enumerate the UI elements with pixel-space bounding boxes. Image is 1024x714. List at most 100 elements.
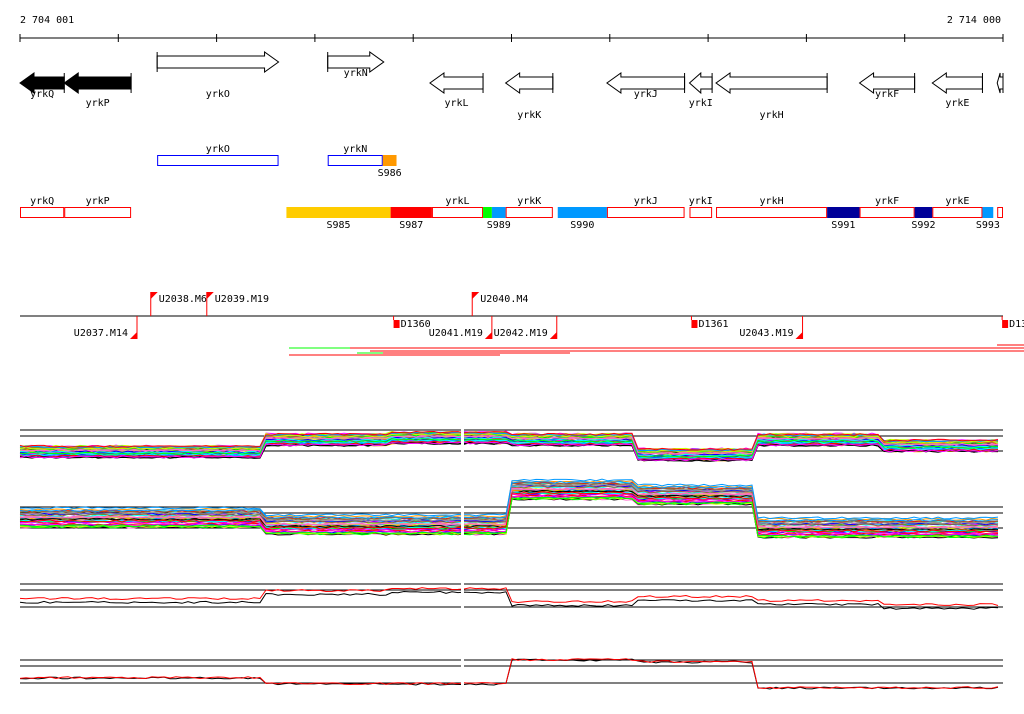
gene-yrkI[interactable]: yrkI: [688, 71, 713, 109]
unit-label: yrkK: [517, 196, 541, 207]
gap-marker: [461, 652, 464, 705]
transcription-unit[interactable]: yrkP: [64, 196, 132, 218]
promoter-feature[interactable]: U2041.M19: [429, 316, 493, 339]
terminator-feature[interactable]: D1361: [690, 316, 729, 330]
expression-panel: [19, 652, 1003, 705]
expression-profile-line: [19, 435, 999, 455]
unit-box: [557, 207, 607, 218]
transcription-unit[interactable]: S989: [487, 207, 511, 232]
flag-icon: [129, 332, 137, 339]
terminator-feature[interactable]: D1360: [393, 316, 431, 330]
unit-label: yrkJ: [634, 196, 658, 207]
unit-box: [286, 207, 391, 218]
expression-profile-line: [19, 487, 999, 529]
promoter-feature[interactable]: U2040.M4: [471, 292, 528, 316]
unit-label: yrkF: [875, 196, 899, 207]
gene-yrkP[interactable]: yrkP: [63, 72, 132, 109]
terminator-icon: [1002, 320, 1009, 328]
transcription-unit[interactable]: yrkF: [859, 196, 915, 218]
transcription-unit[interactable]: S993: [976, 207, 1000, 232]
segment-label: S991: [831, 220, 855, 231]
transcription-unit[interactable]: yrkK: [505, 196, 553, 218]
expression-profile-line: [19, 658, 999, 690]
transcription-unit[interactable]: S986: [378, 155, 402, 180]
gene-arrow-icon: [858, 72, 916, 94]
gene-yrkK[interactable]: yrkK: [504, 72, 554, 121]
unit-box: [390, 207, 432, 218]
transcription-unit[interactable]: S987: [390, 207, 432, 232]
promoter-feature[interactable]: U2043.M19: [739, 316, 804, 339]
expression-profile-line: [19, 441, 999, 462]
segment-label: S985: [326, 220, 350, 231]
expression-panel: [19, 576, 1003, 629]
terminator-feature[interactable]: D13: [1001, 316, 1024, 330]
gap-marker: [461, 422, 464, 473]
unit-box: [431, 207, 484, 218]
transcription-unit[interactable]: yrkN: [327, 144, 383, 166]
gene-partial[interactable]: [996, 72, 1004, 94]
gene-label: yrkI: [689, 98, 713, 109]
reverse-transcription-units: yrkQ yrkP S985 S987 yrkL S989 yrkK S990 yrkJ yrkI…: [20, 196, 1003, 232]
transcription-unit[interactable]: yrkJ: [606, 196, 685, 218]
gene-arrow-icon: [327, 51, 385, 73]
gene-arrow-icon: [688, 71, 713, 95]
feature-label: U2041.M19: [429, 328, 483, 339]
unit-box: [716, 207, 828, 218]
unit-box: [491, 207, 506, 218]
transcription-unit[interactable]: yrkQ: [20, 196, 65, 218]
transcription-unit[interactable]: yrkE: [932, 196, 983, 218]
flag-icon: [549, 332, 557, 339]
expression-tracks: [19, 422, 1003, 705]
transcription-unit[interactable]: yrkL: [431, 196, 484, 218]
gene-track: yrkQ yrkP yrkO yrkN yrkL yrkK yrkJ yrkI yrkH yrkF…: [19, 51, 1004, 121]
unit-box: [982, 207, 994, 218]
unit-box: [997, 207, 1003, 218]
expression-panel: [19, 478, 1003, 550]
promoter-feature[interactable]: U2042.M19: [494, 316, 558, 339]
unit-label: yrkI: [689, 196, 713, 207]
transcription-unit[interactable]: yrkO: [157, 144, 279, 166]
gene-yrkN[interactable]: yrkN: [327, 51, 385, 79]
regulatory-features-track: U2038.M6 U2039.M19 U2040.M4U2037.M14D1360U…: [20, 292, 1024, 356]
gene-yrkL[interactable]: yrkL: [429, 72, 484, 109]
promoter-feature[interactable]: U2039.M19: [206, 292, 269, 316]
gene-yrkH[interactable]: yrkH: [715, 72, 828, 121]
gene-arrow-icon: [606, 72, 686, 94]
unit-label: yrkQ: [30, 196, 54, 207]
transcription-unit[interactable]: [997, 207, 1003, 218]
forward-transcription-units: yrkO yrkN S986: [157, 144, 402, 180]
unit-label: yrkO: [206, 144, 230, 155]
unit-label: yrkN: [343, 144, 367, 155]
transcription-unit[interactable]: S991: [827, 207, 860, 232]
unit-box: [20, 207, 65, 218]
promoter-feature[interactable]: U2038.M6: [150, 292, 207, 316]
transcription-unit[interactable]: S992: [911, 207, 936, 232]
gene-yrkQ[interactable]: yrkQ: [19, 72, 65, 100]
gene-yrkJ[interactable]: yrkJ: [606, 72, 686, 100]
gene-label: yrkF: [875, 89, 899, 100]
flag-icon: [484, 332, 492, 339]
transcription-unit[interactable]: S985: [286, 207, 391, 232]
gene-yrkO[interactable]: yrkO: [156, 51, 280, 100]
gene-yrkE[interactable]: yrkE: [931, 72, 983, 109]
feature-label: U2038.M6: [159, 294, 207, 305]
transcription-unit[interactable]: S990: [557, 207, 607, 232]
unit-box: [505, 207, 553, 218]
gene-yrkF[interactable]: yrkF: [858, 72, 916, 100]
ruler-start-label: 2 704 001: [20, 15, 74, 26]
gene-arrow-icon: [63, 72, 132, 94]
transcription-unit[interactable]: yrkI: [689, 196, 713, 218]
promoter-feature[interactable]: U2037.M14: [74, 316, 138, 339]
expression-profile-line: [19, 430, 999, 451]
gene-arrow-icon: [156, 51, 280, 73]
feature-label: U2040.M4: [480, 294, 528, 305]
ruler-end-label: 2 714 000: [947, 15, 1001, 26]
transcription-unit[interactable]: yrkH: [716, 196, 828, 218]
transcription-unit[interactable]: [483, 207, 492, 218]
unit-label: yrkL: [445, 196, 469, 207]
gene-label: yrkQ: [30, 89, 54, 100]
expression-profile-line: [19, 590, 999, 610]
gene-arrow-icon: [931, 72, 983, 94]
gene-label: yrkL: [444, 98, 468, 109]
